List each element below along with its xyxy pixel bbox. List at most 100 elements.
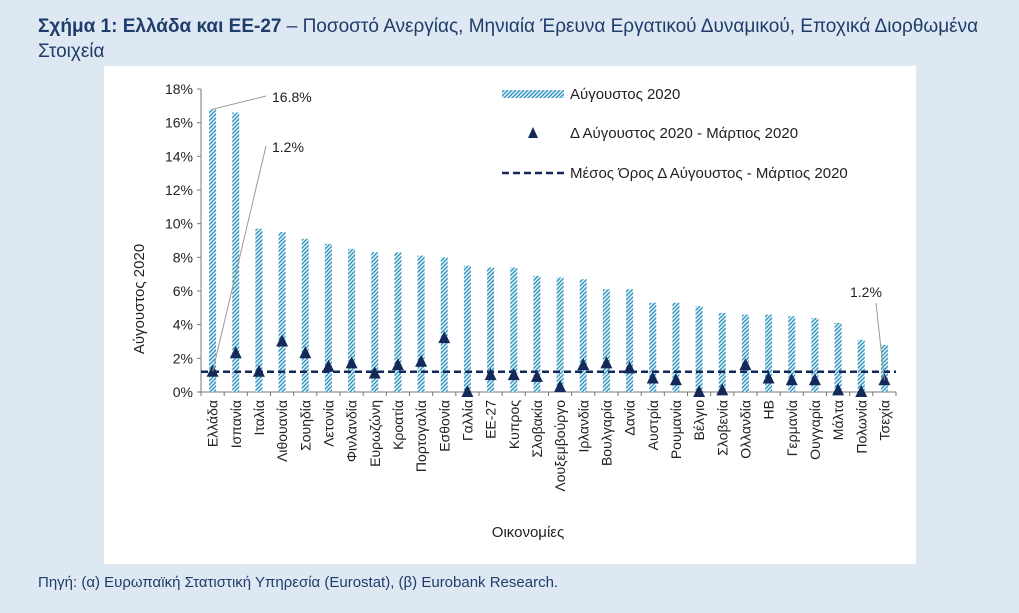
bar [788, 316, 796, 392]
bar [394, 252, 402, 392]
marker [530, 369, 543, 382]
y-tick-label: 4% [173, 317, 193, 333]
legend-swatch-marker [528, 127, 538, 138]
x-tick-label: Ολλανδία [737, 400, 753, 459]
chart-panel: 0% 2% 4% 6% 8% 10% 12% 14% 16% 18% Ελλάδα Ισπανία Ι… [104, 66, 916, 564]
axes: 0% 2% 4% 6% 8% 10% 12% 14% 16% 18% [165, 81, 897, 400]
x-axis-label: Οικονομίες [492, 524, 564, 541]
bar [510, 267, 518, 392]
marker [832, 383, 845, 396]
legend-label: Αύγουστος 2020 [570, 86, 680, 103]
x-tick-label: Σλοβακία [529, 400, 545, 458]
marker [716, 383, 729, 396]
legend-label: Μέσος Όρος Δ Αύγουστος - Μάρτιος 2020 [570, 165, 848, 182]
marker [669, 373, 682, 386]
bar [255, 228, 263, 392]
marker [762, 371, 775, 384]
marker [484, 368, 497, 381]
chart: 0% 2% 4% 6% 8% 10% 12% 14% 16% 18% Ελλάδα Ισπανία Ι… [131, 81, 897, 541]
x-tick-label: Αυστρία [645, 400, 661, 450]
marker [461, 385, 474, 397]
x-tick-label: Πορτογαλία [413, 400, 429, 472]
annotation-leader [875, 302, 885, 381]
marker [739, 358, 752, 371]
legend-swatch-bar [502, 90, 564, 98]
marker [808, 373, 821, 386]
bar [718, 312, 726, 392]
x-tick-label: Τσεχία [876, 400, 892, 440]
marker [438, 331, 451, 344]
bar [232, 112, 240, 393]
x-tick-label: Σουηδία [297, 400, 313, 451]
x-tick-label: Ευρωζώνη [367, 400, 383, 467]
x-tick-label: Μάλτα [830, 400, 846, 440]
bar [811, 317, 819, 392]
bar [695, 306, 703, 392]
bar [324, 243, 332, 392]
x-tick-label: Φινλανδία [344, 400, 360, 462]
marker [391, 358, 404, 371]
y-tick-label: 10% [165, 216, 193, 232]
x-tick-label: Εσθονία [436, 400, 452, 452]
bar [417, 255, 425, 392]
bar [626, 289, 634, 392]
bar [487, 267, 495, 392]
x-tick-label: ΕΕ-27 [483, 400, 499, 439]
marker [415, 354, 428, 367]
x-tick-label: Κροατία [390, 400, 406, 450]
x-tick-label: Λετονία [320, 400, 336, 447]
bar [301, 238, 309, 392]
x-tick-label: Σλοβενία [714, 400, 730, 456]
marker [600, 356, 613, 369]
y-tick-label: 0% [173, 384, 193, 400]
bar [371, 252, 379, 392]
bar [672, 302, 680, 392]
y-axis-label: Αύγουστος 2020 [131, 244, 148, 354]
x-tick-label: ΗΒ [761, 400, 777, 419]
bar [857, 339, 865, 392]
y-tick-label: 18% [165, 81, 193, 97]
bar [579, 279, 587, 392]
bar [880, 344, 888, 392]
annotation-leader [212, 145, 267, 372]
x-tick-label: Ελλάδα [205, 400, 221, 447]
marker [252, 364, 265, 377]
y-tick-label: 6% [173, 283, 193, 299]
marker [554, 379, 567, 392]
annotations: 16.8% 1.2% 1.2% [212, 89, 885, 381]
bar [278, 232, 286, 392]
bar [602, 289, 610, 392]
marker [693, 385, 706, 397]
y-tick-label: 16% [165, 115, 193, 131]
annotation-label: 16.8% [272, 89, 312, 105]
marker [368, 366, 381, 379]
bar [741, 314, 749, 392]
markers [206, 331, 891, 397]
x-tick-label: Λιθουανία [274, 400, 290, 462]
legend: Αύγουστος 2020 Δ Αύγουστος 2020 - Μάρτιος… [502, 86, 848, 182]
marker [646, 371, 659, 384]
figure-title-rest: – Ποσοστό Ανεργίας, Μηνιαία Έρευνα Εργατ… [38, 16, 979, 62]
x-tick-label: Ρουμανία [668, 400, 684, 459]
annotation-leader [212, 95, 267, 110]
x-tick-label: Κυπρος [506, 400, 522, 449]
y-tick-label: 2% [173, 350, 193, 366]
marker [507, 368, 520, 381]
annotation-label: 1.2% [850, 284, 882, 300]
marker [345, 356, 358, 369]
annotation-label: 1.2% [272, 139, 304, 155]
x-tick-label: Πολωνία [853, 400, 869, 454]
bar [440, 257, 448, 392]
y-tick-label: 14% [165, 148, 193, 164]
x-tick-label: Ιρλανδία [575, 400, 591, 452]
marker [229, 346, 242, 359]
bar [348, 248, 356, 392]
y-tick-label: 12% [165, 182, 193, 198]
figure-title-bold: Σχήμα 1: Ελλάδα και ΕΕ-27 [38, 16, 282, 37]
bar [765, 314, 773, 392]
x-tick-labels: Ελλάδα Ισπανία Ιταλία Λιθουανία Σουηδία Λετον… [205, 400, 893, 492]
x-tick-label: Βέλγιο [691, 400, 707, 441]
bar [533, 275, 541, 392]
marker [785, 373, 798, 386]
source-note: Πηγή: (α) Ευρωπαϊκή Στατιστική Υπηρεσία … [38, 574, 559, 591]
